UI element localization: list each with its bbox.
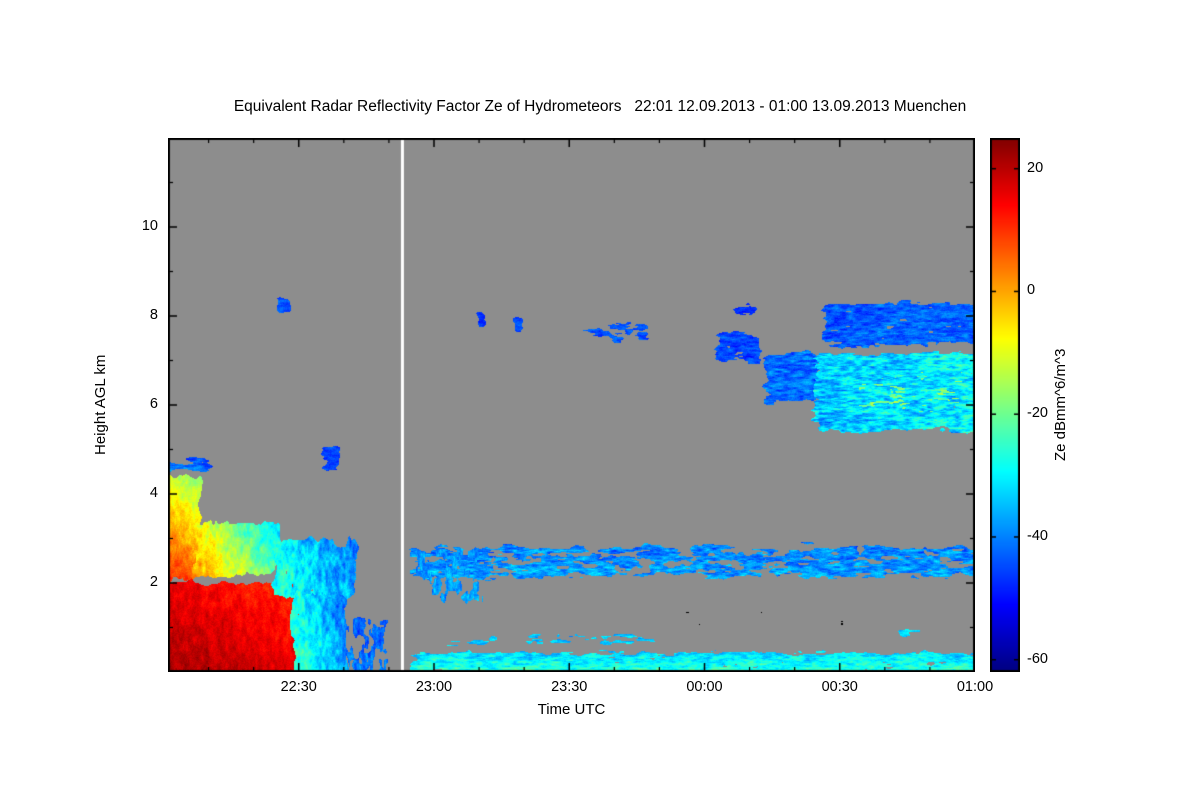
x-tick-label: 01:00	[956, 679, 994, 695]
x-tick-label: 22:30	[280, 679, 317, 695]
colorbar	[990, 138, 1020, 672]
colorbar-label: Ze dBmm^6/m^3	[1052, 348, 1069, 462]
x-tick-label: 23:30	[551, 679, 588, 695]
y-axis-label: Height AGL km	[92, 354, 109, 456]
colorbar-canvas	[990, 138, 1020, 672]
y-tick-label: 2	[149, 574, 158, 590]
chart-title: Equivalent Radar Reflectivity Factor Ze …	[233, 98, 967, 115]
x-tick-label: 00:30	[821, 679, 858, 695]
x-tick-label: 23:00	[415, 679, 453, 695]
y-tick-label: 10	[141, 218, 158, 234]
x-tick-label: 00:00	[686, 679, 723, 695]
y-tick-label: 6	[149, 396, 158, 412]
plot-area	[168, 138, 975, 672]
y-tick-label: 4	[149, 485, 158, 501]
x-axis-label: Time UTC	[537, 701, 606, 718]
reflectivity-heatmap-canvas	[168, 138, 975, 672]
y-tick-label: 8	[149, 307, 158, 323]
